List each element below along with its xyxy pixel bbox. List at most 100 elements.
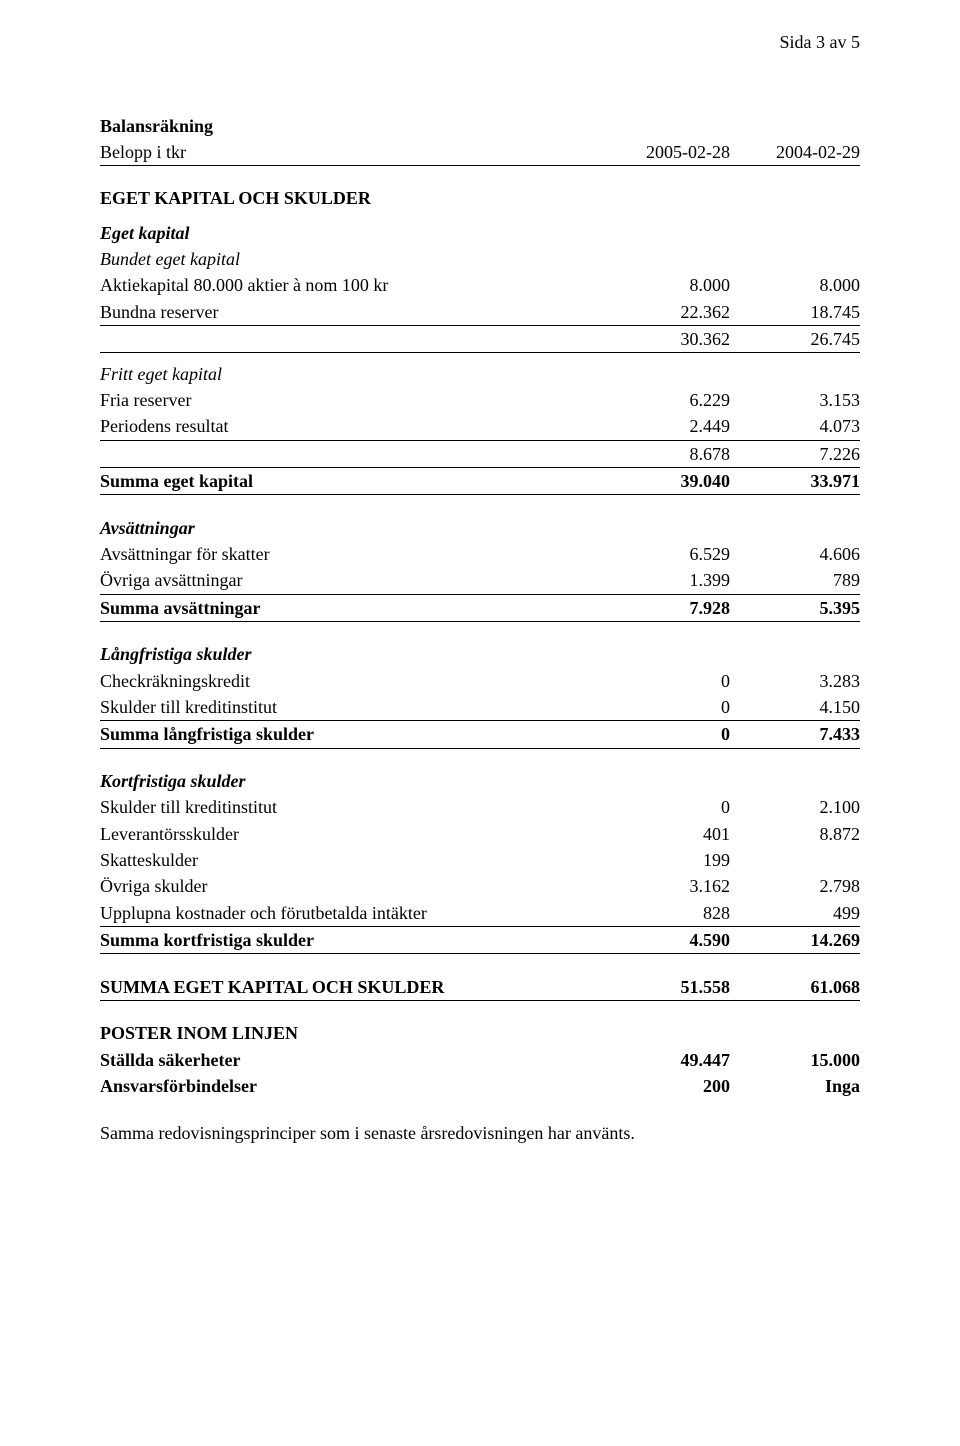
row-c2: 15.000 <box>730 1047 860 1073</box>
table-row: Bundna reserver 22.362 18.745 <box>100 299 860 326</box>
row-label: Summa långfristiga skulder <box>100 721 600 748</box>
bound-equity-title: Bundet eget kapital <box>100 246 600 272</box>
grand-total-row: SUMMA EGET KAPITAL OCH SKULDER 51.558 61… <box>100 974 860 1001</box>
row-c1: 0 <box>600 794 730 820</box>
row-c2: 14.269 <box>730 926 860 953</box>
row-c1: 0 <box>600 668 730 694</box>
equity-total-row: Summa eget kapital 39.040 33.971 <box>100 467 860 494</box>
row-c2: 18.745 <box>730 299 860 326</box>
row-label: Ställda säkerheter <box>100 1047 600 1073</box>
row-label: Upplupna kostnader och förutbetalda intä… <box>100 900 600 927</box>
table-row: Upplupna kostnader och förutbetalda intä… <box>100 900 860 927</box>
col-header-1: 2005-02-28 <box>600 139 730 166</box>
row-c1: 22.362 <box>600 299 730 326</box>
row-label: Avsättningar för skatter <box>100 541 600 567</box>
row-c1: 8.000 <box>600 272 730 298</box>
page-number: Sida 3 av 5 <box>100 30 860 54</box>
provisions-total-row: Summa avsättningar 7.928 5.395 <box>100 594 860 621</box>
subtotal-c2: 7.226 <box>730 440 860 467</box>
row-c2: 2.100 <box>730 794 860 820</box>
row-c1: 39.040 <box>600 467 730 494</box>
shortterm-title: Kortfristiga skulder <box>100 768 600 794</box>
row-c1: 200 <box>600 1073 730 1099</box>
row-c1: 4.590 <box>600 926 730 953</box>
row-c1: 51.558 <box>600 974 730 1001</box>
row-label: Fria reserver <box>100 387 600 413</box>
row-label: Aktiekapital 80.000 aktier à nom 100 kr <box>100 272 600 298</box>
row-label: Övriga skulder <box>100 873 600 899</box>
row-label: Checkräkningskredit <box>100 668 600 694</box>
row-c2: 3.153 <box>730 387 860 413</box>
table-row: Skatteskulder 199 <box>100 847 860 873</box>
row-c2: 4.073 <box>730 413 860 440</box>
table-row: Ställda säkerheter 49.447 15.000 <box>100 1047 860 1073</box>
row-c2: 499 <box>730 900 860 927</box>
row-c2 <box>730 847 860 873</box>
row-c1: 0 <box>600 694 730 721</box>
row-c2: Inga <box>730 1073 860 1099</box>
row-label: Ansvarsförbindelser <box>100 1073 600 1099</box>
row-c1: 6.529 <box>600 541 730 567</box>
row-c1: 0 <box>600 721 730 748</box>
row-label: Summa avsättningar <box>100 594 600 621</box>
row-c2: 5.395 <box>730 594 860 621</box>
subtotal-c1: 8.678 <box>600 440 730 467</box>
table-row: Skulder till kreditinstitut 0 2.100 <box>100 794 860 820</box>
shortterm-total-row: Summa kortfristiga skulder 4.590 14.269 <box>100 926 860 953</box>
subtotal-row: 8.678 7.226 <box>100 440 860 467</box>
equity-group: Eget kapital <box>100 220 600 246</box>
table-row: Skulder till kreditinstitut 0 4.150 <box>100 694 860 721</box>
subtotal-row: 30.362 26.745 <box>100 325 860 352</box>
row-label: Periodens resultat <box>100 413 600 440</box>
subtotal-c1: 30.362 <box>600 325 730 352</box>
row-label: Summa eget kapital <box>100 467 600 494</box>
row-c2: 4.606 <box>730 541 860 567</box>
row-c1: 7.928 <box>600 594 730 621</box>
row-c1: 199 <box>600 847 730 873</box>
subtotal-c2: 26.745 <box>730 325 860 352</box>
row-c2: 2.798 <box>730 873 860 899</box>
balance-table: Belopp i tkr 2005-02-28 2004-02-29 EGET … <box>100 139 860 1100</box>
table-row: Checkräkningskredit 0 3.283 <box>100 668 860 694</box>
row-label: Skulder till kreditinstitut <box>100 694 600 721</box>
row-label: Skulder till kreditinstitut <box>100 794 600 820</box>
row-c1: 401 <box>600 821 730 847</box>
row-label: SUMMA EGET KAPITAL OCH SKULDER <box>100 974 600 1001</box>
row-c1: 6.229 <box>600 387 730 413</box>
row-label: Bundna reserver <box>100 299 600 326</box>
row-c1: 828 <box>600 900 730 927</box>
doc-title: Balansräkning <box>100 114 860 138</box>
equity-header: EGET KAPITAL OCH SKULDER <box>100 185 600 211</box>
table-row: Avsättningar för skatter 6.529 4.606 <box>100 541 860 567</box>
table-row: Övriga avsättningar 1.399 789 <box>100 567 860 594</box>
row-c1: 49.447 <box>600 1047 730 1073</box>
table-row: Leverantörsskulder 401 8.872 <box>100 821 860 847</box>
row-c1: 1.399 <box>600 567 730 594</box>
provisions-title: Avsättningar <box>100 515 600 541</box>
offbalance-title: POSTER INOM LINJEN <box>100 1020 600 1046</box>
row-c2: 3.283 <box>730 668 860 694</box>
footer-note: Samma redovisningsprinciper som i senast… <box>100 1121 860 1145</box>
table-row: Övriga skulder 3.162 2.798 <box>100 873 860 899</box>
row-c1: 2.449 <box>600 413 730 440</box>
row-c2: 7.433 <box>730 721 860 748</box>
table-row: Fria reserver 6.229 3.153 <box>100 387 860 413</box>
row-c2: 33.971 <box>730 467 860 494</box>
row-label: Skatteskulder <box>100 847 600 873</box>
row-c1: 3.162 <box>600 873 730 899</box>
unit-label: Belopp i tkr <box>100 139 600 166</box>
longterm-title: Långfristiga skulder <box>100 641 600 667</box>
row-c2: 8.000 <box>730 272 860 298</box>
row-c2: 61.068 <box>730 974 860 1001</box>
longterm-total-row: Summa långfristiga skulder 0 7.433 <box>100 721 860 748</box>
row-label: Övriga avsättningar <box>100 567 600 594</box>
row-c2: 789 <box>730 567 860 594</box>
row-c2: 8.872 <box>730 821 860 847</box>
table-row: Aktiekapital 80.000 aktier à nom 100 kr … <box>100 272 860 298</box>
row-c2: 4.150 <box>730 694 860 721</box>
row-label: Leverantörsskulder <box>100 821 600 847</box>
col-header-2: 2004-02-29 <box>730 139 860 166</box>
table-row: Periodens resultat 2.449 4.073 <box>100 413 860 440</box>
free-equity-title: Fritt eget kapital <box>100 361 600 387</box>
row-label: Summa kortfristiga skulder <box>100 926 600 953</box>
